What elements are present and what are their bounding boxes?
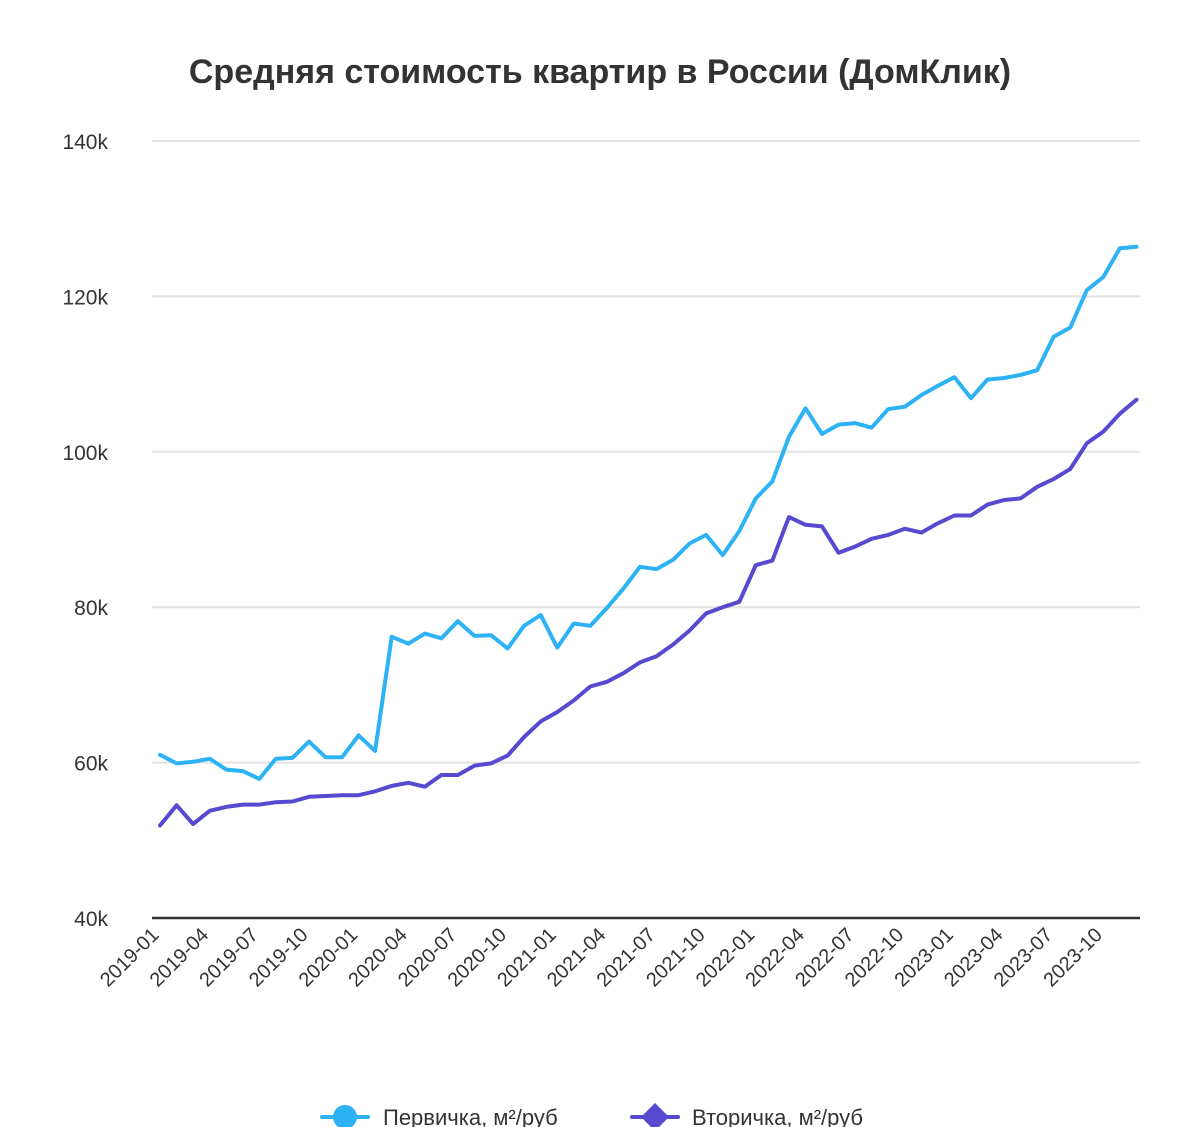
legend-label: Вторичка, м²/руб <box>692 1105 863 1127</box>
legend-diamond-marker <box>641 1103 669 1127</box>
x-axis: 2019-012019-042019-072019-102020-012020-… <box>96 924 1107 991</box>
grid <box>152 140 1140 920</box>
y-tick-label: 40k <box>74 908 108 931</box>
legend-label: Первичка, м²/руб <box>383 1105 558 1127</box>
y-tick-label: 100k <box>62 442 108 465</box>
legend-item-1: Первичка, м²/руб <box>320 1105 558 1127</box>
y-tick-label: 120k <box>62 286 108 309</box>
y-tick-label: 80k <box>74 597 108 620</box>
legend: Первичка, м²/руб Вторичка, м²/руб <box>320 1103 863 1127</box>
series-line-1 <box>158 244 1139 781</box>
y-tick-label: 140k <box>62 131 108 154</box>
legend-circle-marker <box>333 1105 357 1127</box>
legend-item-2: Вторичка, м²/руб <box>630 1103 863 1127</box>
y-tick-label: 60k <box>74 753 108 776</box>
y-axis: 40k 60k 80k 100k 120k 140k <box>62 131 108 931</box>
plot-area <box>158 244 1139 828</box>
chart-title: Средняя стоимость квартир в России (ДомК… <box>189 53 1011 91</box>
series-line-2 <box>158 397 1139 828</box>
